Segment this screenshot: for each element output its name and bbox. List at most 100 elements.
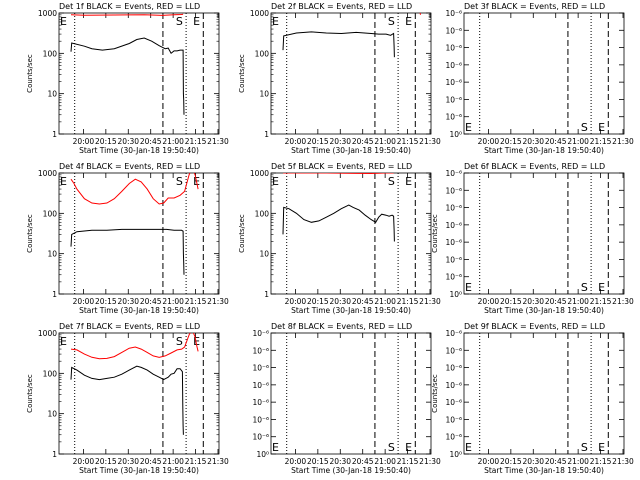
x-tick-label: 20:45 <box>140 457 162 466</box>
y-tick-label: 1 <box>264 130 269 139</box>
y-tick-label: 10 <box>259 250 269 259</box>
x-tick-label: 21:15 <box>397 297 419 306</box>
x-tick-label: 20:15 <box>500 137 522 146</box>
y-tick-label: 10⁻⁶ <box>445 44 462 53</box>
left-edge-marker-label: E <box>272 175 279 188</box>
y-tick-label: 10⁰ <box>449 130 462 139</box>
events-series-line <box>282 31 395 58</box>
x-tick-label: 20:45 <box>352 137 374 146</box>
plot-frame <box>58 172 220 295</box>
y-tick-label: 10⁻⁶ <box>252 398 269 407</box>
y-axis-label: Counts/sec <box>26 374 34 413</box>
left-edge-marker-label: E <box>60 175 67 188</box>
x-tick-label: 21:30 <box>207 137 229 146</box>
plot-frame <box>463 332 625 455</box>
start-marker-label: S <box>388 441 395 454</box>
x-tick-label: 20:00 <box>285 137 307 146</box>
y-tick-label: 10⁻⁶ <box>445 273 462 282</box>
x-axis-label: Start Time (30-Jan-18 19:50:40) <box>291 306 411 315</box>
plot-frame <box>270 12 432 135</box>
x-axis-label: Start Time (30-Jan-18 19:50:40) <box>79 306 199 315</box>
y-tick-label: 10⁻⁶ <box>445 221 462 230</box>
y-tick-label: 10⁰ <box>449 290 462 299</box>
y-tick-label: 10⁰ <box>449 450 462 459</box>
y-tick-label: 10⁻⁶ <box>445 381 462 390</box>
x-axis-label: Start Time (30-Jan-18 19:50:40) <box>484 306 604 315</box>
x-tick-label: 21:15 <box>185 137 207 146</box>
y-axis-label: Counts/sec <box>26 214 34 253</box>
y-tick-label: 10⁻⁶ <box>445 78 462 87</box>
left-edge-marker-label: E <box>465 281 472 294</box>
chart-panel-2: Det 2f BLACK = Events, RED = LLD 1 10 100 10… <box>238 2 441 155</box>
events-series-line <box>282 204 395 242</box>
lld-series-line <box>70 173 199 205</box>
end-marker-label: E <box>598 441 605 454</box>
lld-series-line <box>283 173 394 175</box>
y-tick-label: 1000 <box>250 9 269 18</box>
x-tick-label: 21:15 <box>185 457 207 466</box>
y-tick-label: 10⁻⁶ <box>445 364 462 373</box>
x-tick-label: 20:30 <box>117 457 139 466</box>
y-tick-label: 10⁻⁶ <box>445 113 462 122</box>
y-tick-label: 1000 <box>38 9 57 18</box>
x-tick-label: 21:00 <box>374 457 396 466</box>
y-tick-label: 100 <box>43 209 58 218</box>
chart-panel-6: Det 6f BLACK = Events, RED = LLD10⁻⁶10⁻⁶… <box>431 162 634 315</box>
x-tick-label: 21:30 <box>207 457 229 466</box>
x-tick-label: 21:30 <box>419 457 441 466</box>
x-tick-label: 20:30 <box>329 457 351 466</box>
chart-panel-5: Det 5f BLACK = Events, RED = LLD 1 10 100 10… <box>238 162 441 315</box>
x-tick-label: 21:15 <box>590 457 612 466</box>
chart-panel-4: Det 4f BLACK = Events, RED = LLD 1 10 100 10… <box>26 162 229 315</box>
y-tick-label: 10 <box>47 250 57 259</box>
y-tick-label: 100 <box>255 49 270 58</box>
x-tick-label: 21:00 <box>374 297 396 306</box>
x-axis-label: Start Time (30-Jan-18 19:50:40) <box>291 146 411 155</box>
y-tick-label: 10⁻⁶ <box>445 26 462 35</box>
y-tick-label: 10 <box>47 90 57 99</box>
events-series-line <box>70 365 184 435</box>
x-tick-label: 20:00 <box>285 297 307 306</box>
left-edge-marker-label: E <box>465 441 472 454</box>
end-marker-label: E <box>598 281 605 294</box>
left-edge-marker-label: E <box>465 121 472 134</box>
y-tick-label: 10⁻⁶ <box>445 415 462 424</box>
x-tick-label: 20:45 <box>545 457 567 466</box>
x-tick-label: 21:00 <box>374 137 396 146</box>
y-axis-label: Counts/sec <box>238 214 246 253</box>
y-tick-label: 10⁻⁶ <box>252 346 269 355</box>
y-tick-label: 10⁻⁶ <box>445 204 462 213</box>
end-marker-label: E <box>405 175 412 188</box>
start-marker-label: S <box>176 175 183 188</box>
chart-panel-3: Det 3f BLACK = Events, RED = LLD10⁻⁶10⁻⁶… <box>445 2 634 155</box>
y-tick-label: 10⁻⁶ <box>445 398 462 407</box>
x-axis-label: Start Time (30-Jan-18 19:50:40) <box>79 466 199 475</box>
y-tick-label: 10⁻⁶ <box>445 95 462 104</box>
left-edge-marker-label: E <box>60 335 67 348</box>
x-tick-label: 20:00 <box>73 297 95 306</box>
x-tick-label: 21:15 <box>590 137 612 146</box>
y-tick-label: 10 <box>259 90 269 99</box>
start-marker-label: S <box>581 121 588 134</box>
y-tick-label: 100 <box>43 369 58 378</box>
start-marker-label: S <box>176 335 183 348</box>
x-tick-label: 20:30 <box>329 297 351 306</box>
x-tick-label: 21:30 <box>612 297 634 306</box>
y-tick-label: 10⁻⁶ <box>445 9 462 18</box>
x-tick-label: 20:30 <box>522 297 544 306</box>
chart-title: Det 3f BLACK = Events, RED = LLD <box>464 2 605 11</box>
y-tick-label: 10⁻⁶ <box>445 169 462 178</box>
x-tick-label: 20:30 <box>329 137 351 146</box>
lld-series-line <box>70 333 199 360</box>
y-tick-label: 10⁻⁶ <box>445 238 462 247</box>
y-tick-label: 10⁰ <box>256 450 269 459</box>
x-tick-label: 21:15 <box>397 137 419 146</box>
x-axis-label: Start Time (30-Jan-18 19:50:40) <box>484 146 604 155</box>
chart-title: Det 9f BLACK = Events, RED = LLD <box>464 322 605 331</box>
y-tick-label: 10⁻⁶ <box>252 381 269 390</box>
chart-title: Det 2f BLACK = Events, RED = LLD <box>271 2 412 11</box>
x-tick-label: 21:00 <box>162 137 184 146</box>
events-series-line <box>70 37 185 115</box>
x-tick-label: 20:00 <box>73 137 95 146</box>
